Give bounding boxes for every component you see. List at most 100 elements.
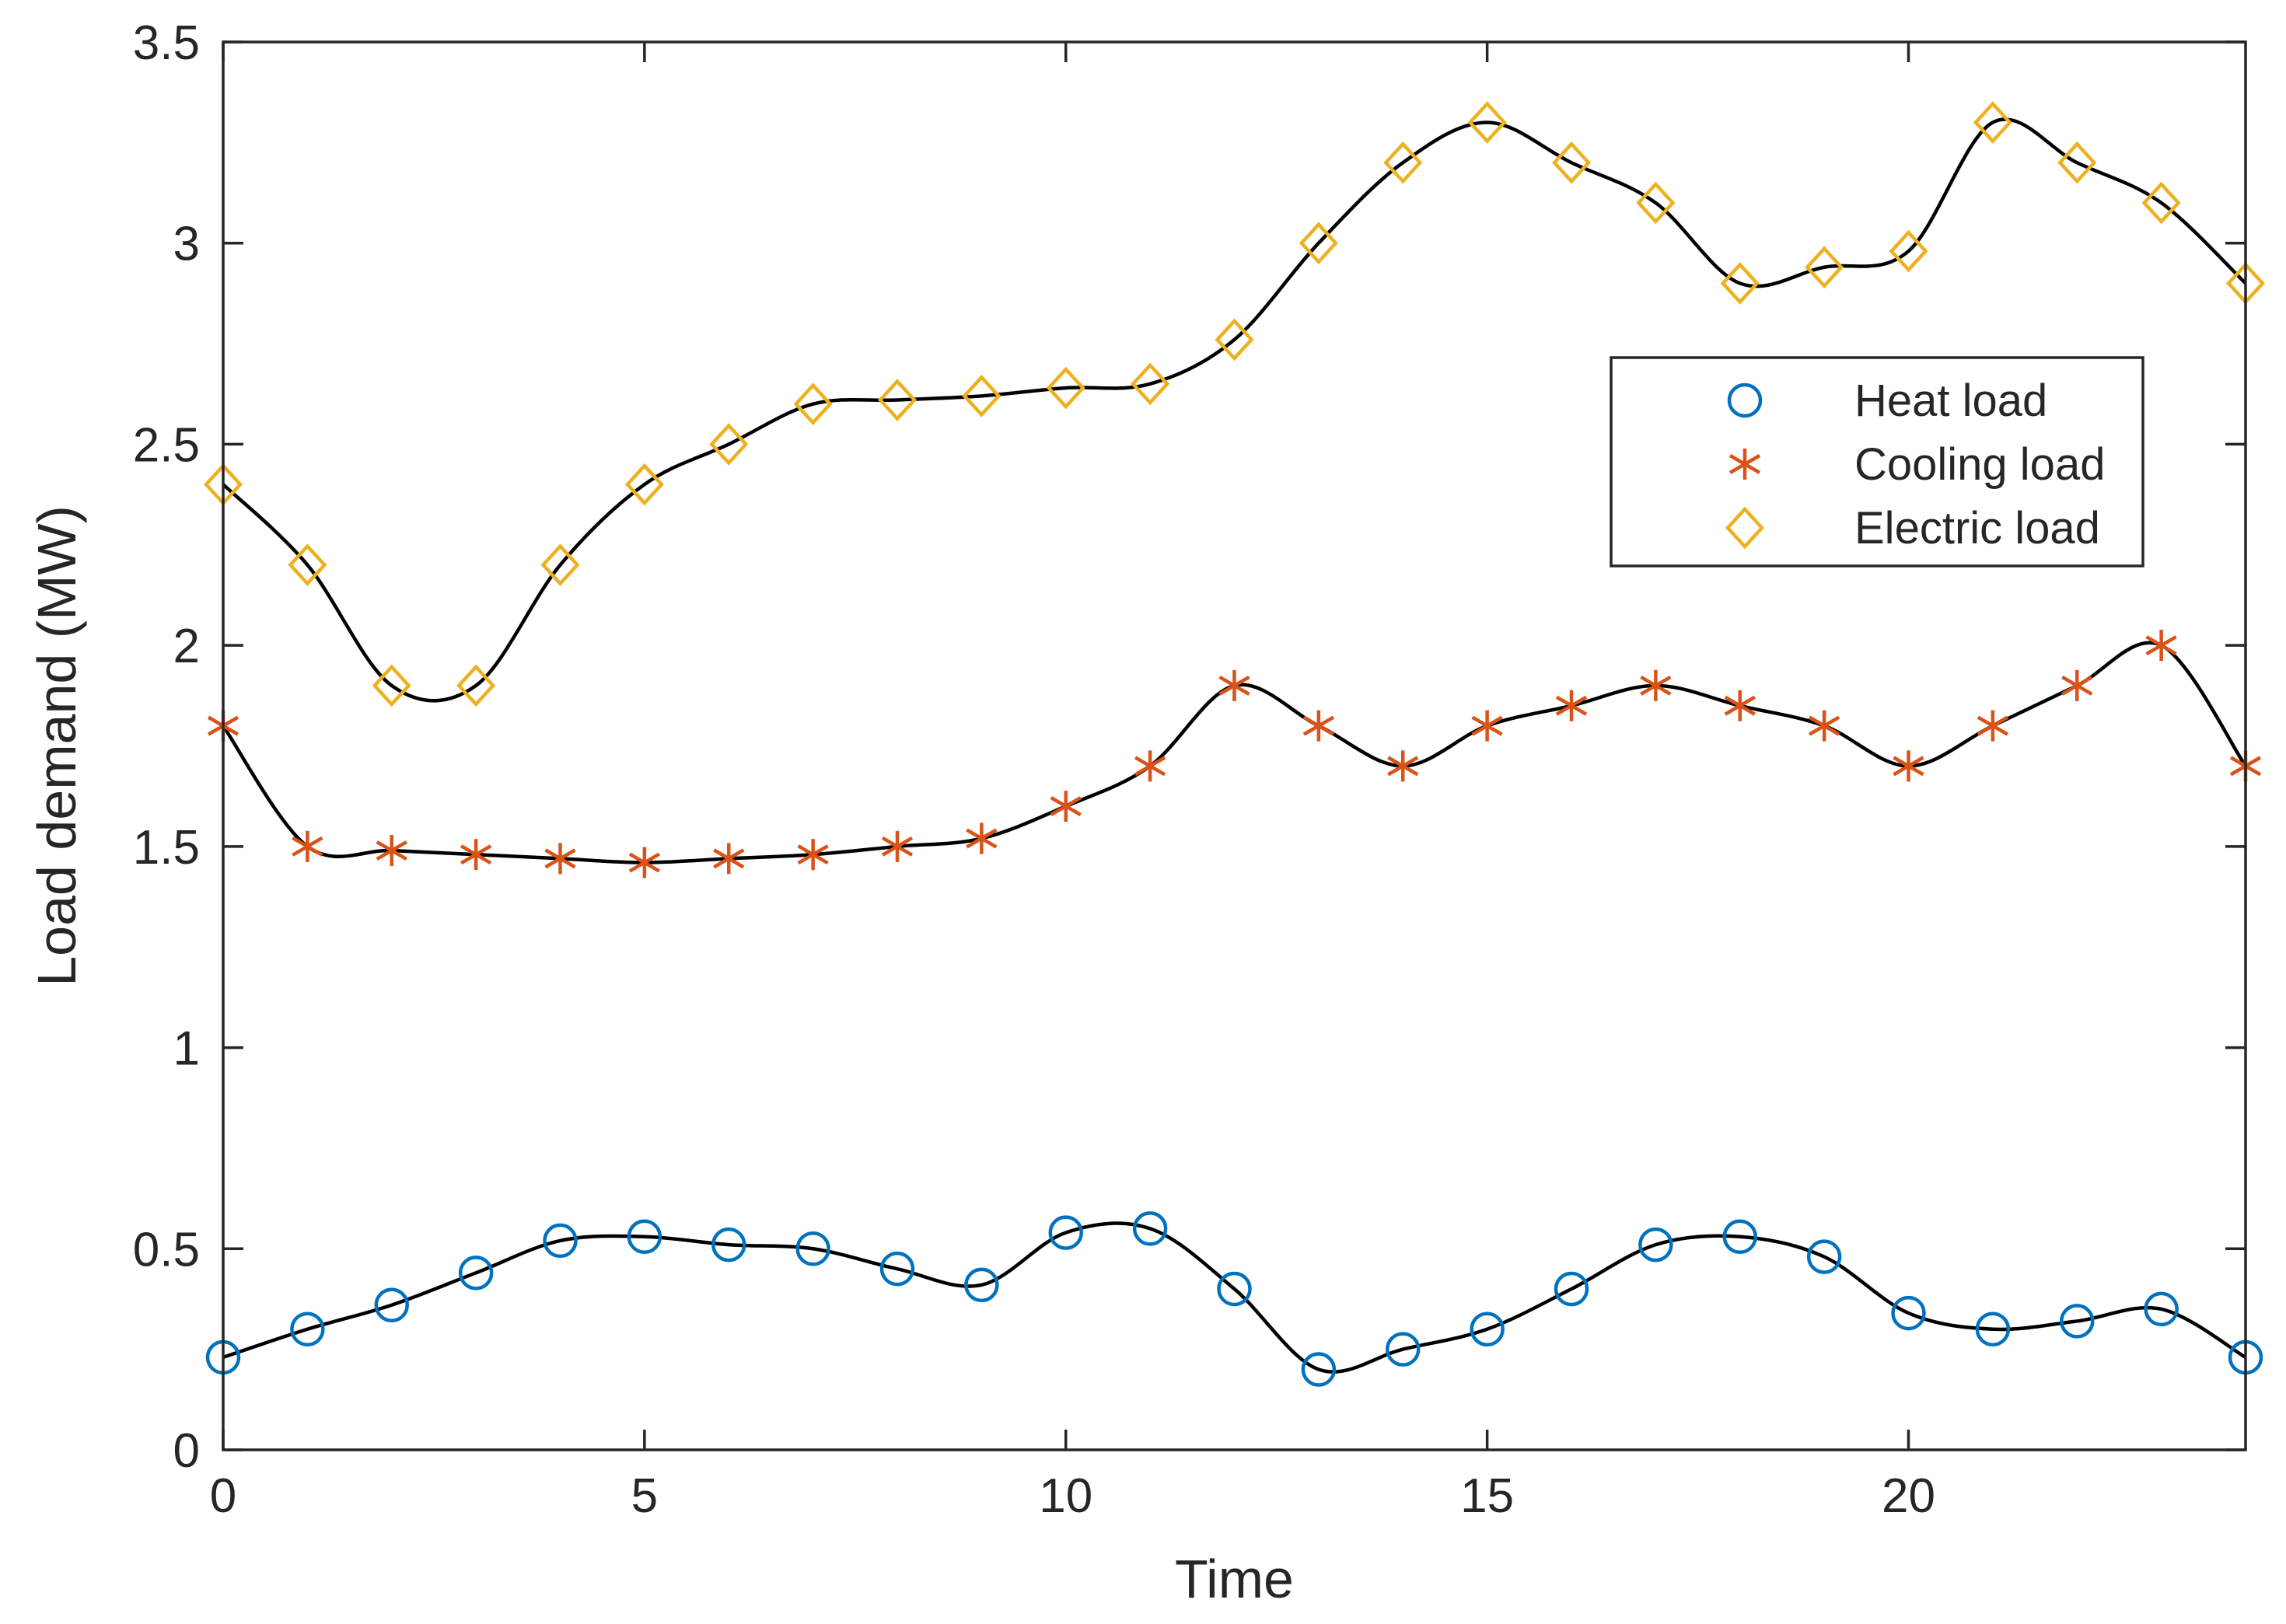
- marker-electric-load: [877, 379, 918, 421]
- marker-heat-load: [458, 1256, 494, 1290]
- marker-heat-load: [1975, 1311, 2011, 1347]
- x-tick-label: 0: [210, 1469, 236, 1523]
- marker-heat-load: [1217, 1271, 1252, 1307]
- marker-heat-load: [1554, 1271, 1589, 1307]
- asterisk-stroke: [1302, 715, 1335, 736]
- asterisk-stroke: [797, 844, 829, 865]
- marker-heat-load: [1470, 1311, 1505, 1347]
- marker-cooling-load: [1977, 710, 2009, 742]
- marker-heat-load: [1386, 1332, 1421, 1367]
- marker-electric-load: [1720, 262, 1760, 305]
- marker-cooling-load: [797, 839, 829, 871]
- legend-label: Cooling load: [1854, 439, 2105, 490]
- y-tick-label: 2: [173, 620, 200, 673]
- marker-heat-load: [290, 1311, 325, 1347]
- y-tick-label: 0: [173, 1424, 200, 1478]
- marker-heat-load: [795, 1231, 830, 1266]
- marker-electric-load: [372, 664, 411, 707]
- asterisk-stroke: [881, 836, 914, 857]
- asterisk-stroke: [1218, 675, 1250, 696]
- asterisk-stroke: [1977, 715, 2009, 736]
- asterisk-stroke: [2061, 675, 2093, 696]
- asterisk-stroke: [544, 848, 576, 869]
- x-tick-label: 5: [631, 1469, 658, 1523]
- y-tick-label: 0.5: [133, 1223, 200, 1276]
- marker-heat-load: [1638, 1227, 1673, 1263]
- y-tick-label: 3.5: [133, 16, 200, 70]
- marker-cooling-load: [2061, 669, 2093, 701]
- asterisk-stroke: [2145, 635, 2177, 656]
- marker-cooling-load: [881, 830, 914, 862]
- marker-electric-load: [962, 375, 1001, 417]
- marker-electric-load: [2141, 181, 2181, 225]
- marker-cooling-load: [460, 839, 492, 871]
- marker-heat-load: [1301, 1352, 1337, 1387]
- asterisk-stroke: [1471, 715, 1503, 736]
- legend-label: Heat load: [1854, 375, 2047, 426]
- legend: Heat load Cooling load Electric load: [1610, 356, 2144, 568]
- marker-electric-load: [1889, 229, 1928, 273]
- marker-electric-load: [1299, 222, 1338, 265]
- legend-box: [1610, 356, 2144, 568]
- asterisk-stroke: [1893, 756, 1924, 777]
- x-tick-label: 20: [1882, 1469, 1935, 1523]
- marker-cooling-load: [1218, 669, 1250, 701]
- y-tick-label: 3: [173, 218, 200, 271]
- marker-cooling-load: [1302, 710, 1335, 742]
- asterisk-stroke: [460, 844, 492, 865]
- marker-heat-load: [964, 1267, 999, 1303]
- asterisk-stroke: [713, 848, 745, 869]
- marker-cooling-load: [713, 843, 745, 875]
- marker-electric-load: [1215, 318, 1254, 361]
- asterisk-stroke: [1387, 756, 1419, 777]
- asterisk-stroke: [628, 852, 661, 873]
- marker-cooling-load: [1050, 791, 1082, 822]
- asterisk-stroke: [292, 836, 323, 857]
- y-tick-label: 2.5: [133, 418, 200, 472]
- asterisk-stroke: [1555, 695, 1588, 716]
- marker-electric-load: [1973, 101, 2012, 144]
- plot-frame: [222, 40, 2247, 1451]
- marker-electric-load: [288, 543, 327, 586]
- marker-cooling-load: [1387, 750, 1419, 782]
- marker-heat-load: [374, 1287, 409, 1322]
- marker-electric-load: [540, 543, 580, 586]
- marker-electric-load: [2057, 141, 2097, 184]
- marker-heat-load: [1132, 1211, 1168, 1246]
- marker-cooling-load: [1555, 690, 1588, 721]
- x-tick-label: 15: [1460, 1469, 1514, 1523]
- marker-electric-load: [1383, 141, 1423, 184]
- marker-cooling-load: [628, 847, 661, 878]
- marker-cooling-load: [292, 830, 323, 862]
- marker-electric-load: [1636, 181, 1676, 225]
- asterisk-stroke: [376, 840, 407, 861]
- marker-heat-load: [2060, 1304, 2095, 1339]
- marker-cooling-load: [1724, 690, 1756, 721]
- marker-heat-load: [1722, 1219, 1757, 1255]
- marker-electric-load: [456, 664, 496, 707]
- marker-cooling-load: [1893, 750, 1924, 782]
- y-axis-label: Load demand (MW): [26, 505, 87, 987]
- legend-marker-heat-load: [1727, 382, 1763, 418]
- series-line-heat-load: [222, 1221, 2247, 1374]
- asterisk-stroke: [1728, 454, 1761, 474]
- asterisk-stroke: [1724, 695, 1756, 716]
- x-tick-label: 10: [1039, 1469, 1092, 1523]
- marker-electric-load: [1551, 141, 1592, 184]
- marker-cooling-load: [966, 822, 998, 854]
- marker-electric-load: [1046, 366, 1085, 410]
- marker-electric-load: [1131, 362, 1170, 406]
- marker-electric-load: [1805, 246, 1844, 289]
- marker-electric-load: [709, 423, 749, 466]
- asterisk-stroke: [1640, 675, 1672, 696]
- marker-electric-load: [1467, 101, 1507, 144]
- marker-cooling-load: [544, 843, 576, 875]
- legend-label: Electric load: [1854, 503, 2100, 554]
- marker-heat-load: [2144, 1291, 2179, 1327]
- marker-cooling-load: [2145, 630, 2177, 662]
- marker-cooling-load: [376, 835, 407, 867]
- legend-marker-cooling-load: [1728, 449, 1761, 480]
- marker-electric-load: [624, 463, 664, 506]
- marker-cooling-load: [1471, 710, 1503, 742]
